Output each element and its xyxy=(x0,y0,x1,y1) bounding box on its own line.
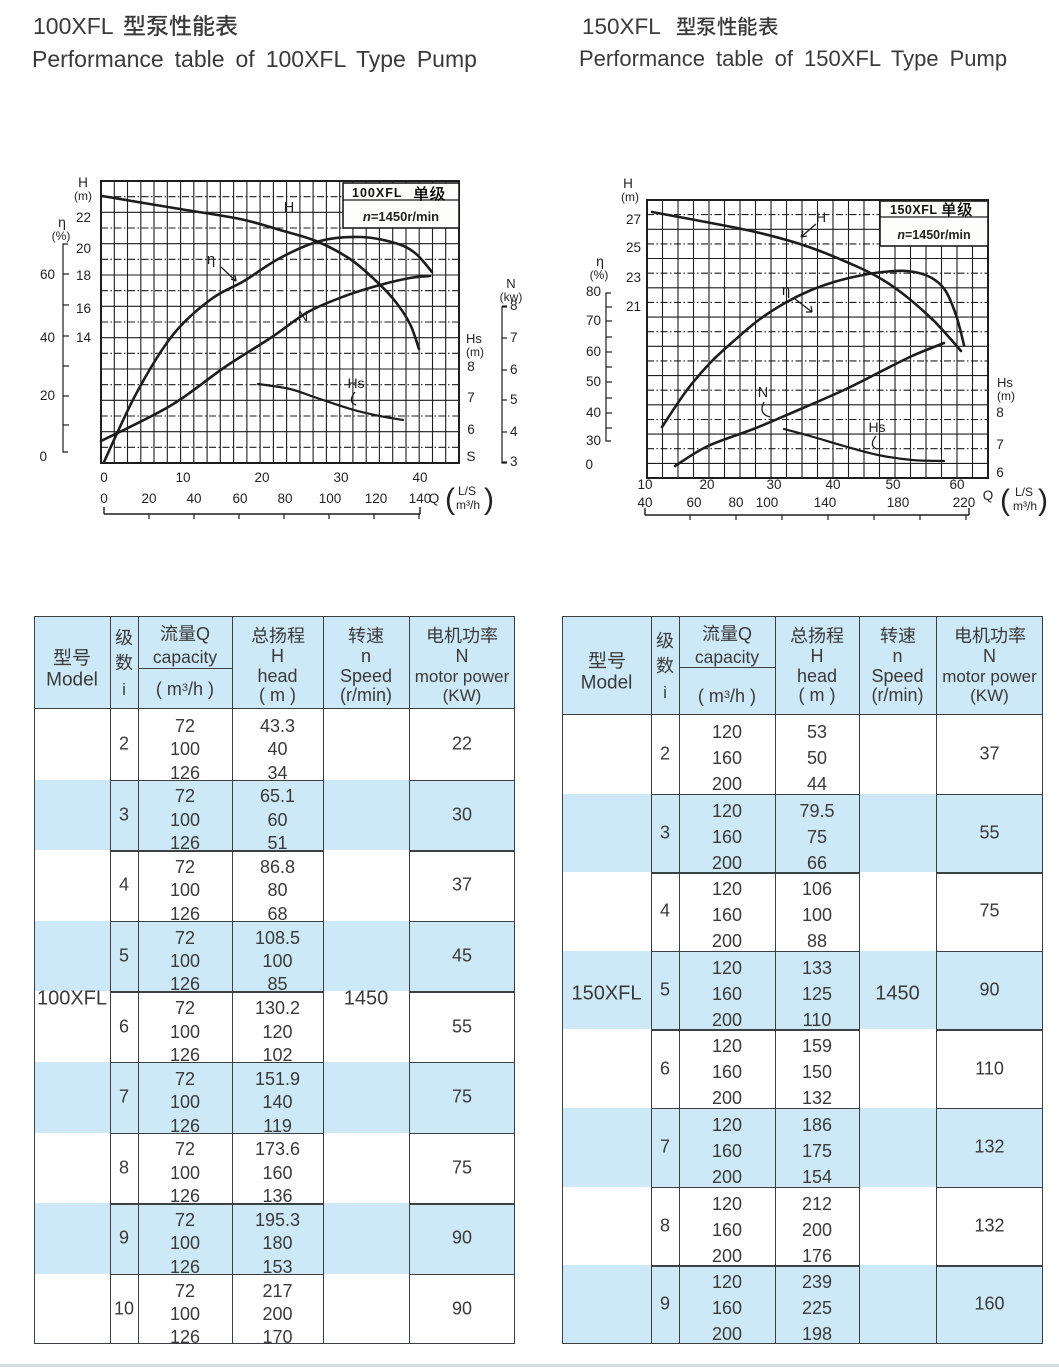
svg-text:): ) xyxy=(484,483,494,516)
svg-text:80: 80 xyxy=(277,491,292,506)
svg-text:(: ( xyxy=(445,483,455,516)
svg-text:8: 8 xyxy=(996,405,1004,420)
svg-text:Hs: Hs xyxy=(868,419,885,435)
svg-text:140: 140 xyxy=(814,495,837,510)
svg-text:(: ( xyxy=(1000,484,1010,517)
svg-text:Hs: Hs xyxy=(466,331,482,346)
svg-text:14: 14 xyxy=(76,330,92,345)
svg-text:100: 100 xyxy=(319,491,342,506)
svg-text:m³/h: m³/h xyxy=(456,498,480,512)
svg-text:N: N xyxy=(758,385,768,401)
svg-text:25: 25 xyxy=(626,240,641,255)
svg-text:30: 30 xyxy=(586,433,601,448)
svg-text:Hs: Hs xyxy=(347,375,364,391)
svg-text:40: 40 xyxy=(186,491,201,506)
svg-text:80: 80 xyxy=(586,284,601,299)
svg-text:10: 10 xyxy=(175,470,190,485)
svg-text:40: 40 xyxy=(40,330,55,345)
svg-text:4: 4 xyxy=(510,424,518,439)
svg-text:40: 40 xyxy=(825,477,840,492)
svg-text:40: 40 xyxy=(586,405,601,420)
svg-text:60: 60 xyxy=(586,344,601,359)
svg-text:23: 23 xyxy=(626,270,641,285)
svg-text:27: 27 xyxy=(626,212,641,227)
svg-text:η: η xyxy=(596,253,604,269)
svg-text:(%): (%) xyxy=(52,229,71,243)
svg-text:20: 20 xyxy=(40,388,55,403)
svg-text:10: 10 xyxy=(637,477,652,492)
svg-text:80: 80 xyxy=(728,495,743,510)
svg-text:50: 50 xyxy=(885,477,900,492)
svg-text:L/S: L/S xyxy=(458,484,476,498)
svg-text:50: 50 xyxy=(586,374,601,389)
svg-text:H: H xyxy=(78,175,88,190)
svg-text:20: 20 xyxy=(254,470,269,485)
svg-text:120: 120 xyxy=(365,491,388,506)
svg-text:N: N xyxy=(506,276,515,291)
svg-text:6: 6 xyxy=(467,422,475,437)
svg-text:(kw): (kw) xyxy=(500,290,523,304)
svg-text:η: η xyxy=(207,251,215,268)
svg-text:7: 7 xyxy=(996,437,1004,452)
svg-text:20: 20 xyxy=(76,241,91,256)
svg-text:0: 0 xyxy=(100,470,108,485)
svg-text:Q: Q xyxy=(983,488,994,503)
svg-text:70: 70 xyxy=(586,313,601,328)
svg-text:6: 6 xyxy=(996,465,1004,480)
svg-text:30: 30 xyxy=(333,470,348,485)
svg-text:N: N xyxy=(298,309,308,325)
svg-text:18: 18 xyxy=(76,268,91,283)
svg-text:m³/h: m³/h xyxy=(1013,499,1037,513)
svg-text:3: 3 xyxy=(510,454,518,469)
svg-text:7: 7 xyxy=(467,390,475,405)
svg-text:8: 8 xyxy=(467,359,475,374)
svg-text:Hs: Hs xyxy=(997,375,1013,390)
svg-text:(%): (%) xyxy=(590,268,609,282)
svg-text:n=1450r/min: n=1450r/min xyxy=(363,209,439,224)
svg-text:7: 7 xyxy=(510,330,518,345)
svg-text:(m): (m) xyxy=(74,189,92,203)
svg-text:20: 20 xyxy=(141,491,156,506)
svg-text:100XFL: 100XFL xyxy=(352,186,402,200)
svg-text:100: 100 xyxy=(756,495,779,510)
svg-text:30: 30 xyxy=(766,477,781,492)
svg-text:S: S xyxy=(466,449,475,464)
svg-text:η: η xyxy=(782,282,790,299)
svg-text:0: 0 xyxy=(40,449,48,464)
svg-text:η: η xyxy=(58,214,66,230)
svg-text:20: 20 xyxy=(699,477,714,492)
svg-text:n=1450r/min: n=1450r/min xyxy=(897,228,970,242)
svg-text:5: 5 xyxy=(510,392,518,407)
svg-text:220: 220 xyxy=(953,495,976,510)
svg-text:(m): (m) xyxy=(997,389,1015,403)
svg-text:60: 60 xyxy=(40,267,55,282)
svg-text:60: 60 xyxy=(686,495,701,510)
svg-text:22: 22 xyxy=(76,210,91,225)
svg-text:6: 6 xyxy=(510,362,518,377)
svg-text:Q: Q xyxy=(429,491,440,506)
svg-text:21: 21 xyxy=(626,299,641,314)
svg-text:H: H xyxy=(816,209,826,225)
svg-text:0: 0 xyxy=(585,457,593,472)
svg-text:16: 16 xyxy=(76,301,91,316)
svg-text:H: H xyxy=(623,176,633,191)
svg-text:L/S: L/S xyxy=(1015,485,1033,499)
svg-text:): ) xyxy=(1038,484,1048,517)
svg-text:(m): (m) xyxy=(621,190,639,204)
svg-text:60: 60 xyxy=(232,491,247,506)
svg-text:60: 60 xyxy=(949,477,964,492)
svg-text:8: 8 xyxy=(510,298,518,313)
svg-text:40: 40 xyxy=(412,470,427,485)
svg-text:150XFL: 150XFL xyxy=(890,203,937,217)
svg-text:(m): (m) xyxy=(466,345,484,359)
svg-text:40: 40 xyxy=(637,495,652,510)
svg-text:140: 140 xyxy=(409,491,432,506)
svg-text:H: H xyxy=(284,200,294,216)
svg-text:0: 0 xyxy=(100,491,108,506)
svg-text:180: 180 xyxy=(887,495,910,510)
